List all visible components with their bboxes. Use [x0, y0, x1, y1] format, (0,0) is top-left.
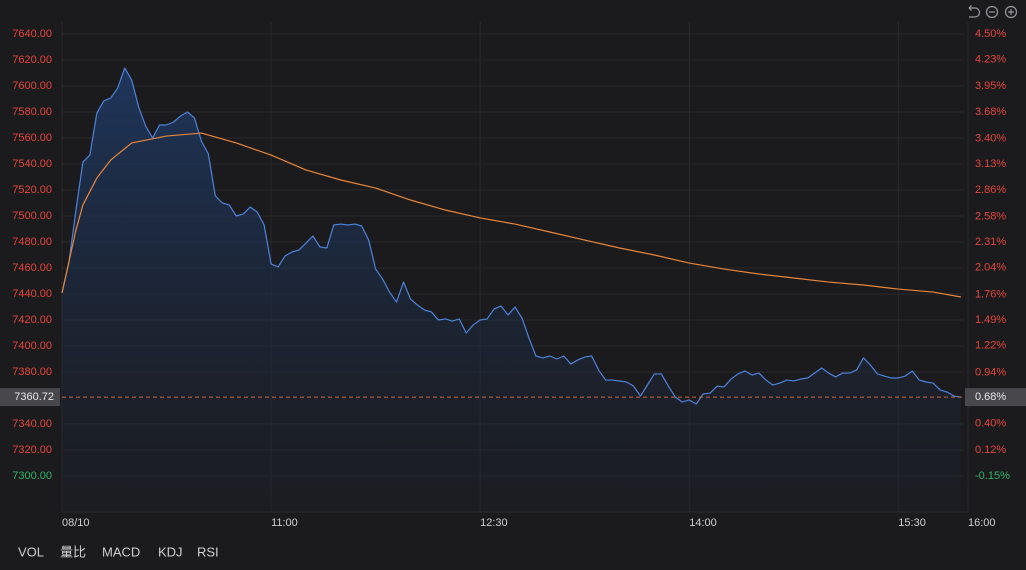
zoom-in-button[interactable]: [1004, 5, 1018, 19]
y2-tick-label: 2.58%: [975, 210, 1006, 222]
last-change-box: [965, 388, 1026, 407]
reset-button[interactable]: [968, 5, 981, 18]
zoom-controls: [968, 5, 1018, 19]
y-tick-label: 7480.00: [12, 236, 52, 248]
y-tick-label: 7580.00: [12, 106, 52, 118]
y2-tick-label: 3.40%: [975, 132, 1006, 144]
y-tick-label: 7460.00: [12, 262, 52, 274]
y-tick-label: 7620.00: [12, 54, 52, 66]
y2-tick-label: 1.76%: [975, 288, 1006, 300]
y-tick-label: 7500.00: [12, 210, 52, 222]
x-tick-label: 12:30: [480, 517, 508, 529]
x-tick-label: 08/10: [62, 517, 90, 529]
y-tick-label: 7320.00: [12, 444, 52, 456]
y-tick-label: 7640.00: [12, 28, 52, 40]
y2-tick-label: 3.13%: [975, 158, 1006, 170]
y-tick-label: 7520.00: [12, 184, 52, 196]
y2-tick-label: 0.12%: [975, 444, 1006, 456]
price-area: [62, 68, 962, 512]
x-tick-label: 16:00: [968, 517, 996, 529]
y2-tick-label: 2.31%: [975, 236, 1006, 248]
y2-tick-label: 4.50%: [975, 28, 1006, 40]
y2-tick-label: 1.22%: [975, 340, 1006, 352]
y-tick-label: 7440.00: [12, 288, 52, 300]
tab-kdj[interactable]: KDJ: [158, 544, 183, 559]
y2-tick-label: 0.40%: [975, 418, 1006, 430]
tab-macd[interactable]: MACD: [102, 544, 140, 559]
y2-tick-label: 3.95%: [975, 80, 1006, 92]
y2-tick-label: 2.04%: [975, 262, 1006, 274]
y2-tick-label: 2.86%: [975, 184, 1006, 196]
y-tick-label: 7300.00: [12, 470, 52, 482]
price-line: [61, 67, 962, 405]
indicator-tabs: VOL 量比 MACD KDJ RSI: [18, 544, 219, 559]
y-tick-label: 7400.00: [12, 340, 52, 352]
last-price-label: 7360.72: [14, 391, 54, 403]
y2-tick-label: 0.94%: [975, 366, 1006, 378]
y-tick-label: 7420.00: [12, 314, 52, 326]
last-price-box: [0, 388, 60, 407]
average-line: [61, 132, 962, 298]
zoom-out-button[interactable]: [985, 5, 999, 19]
y-tick-label: 7380.00: [12, 366, 52, 378]
x-tick-label: 15:30: [898, 517, 926, 529]
tab-rsi[interactable]: RSI: [197, 544, 219, 559]
y-tick-label: 7600.00: [12, 80, 52, 92]
y2-tick-label: 1.49%: [975, 314, 1006, 326]
y-tick-label: 7340.00: [12, 418, 52, 430]
y-tick-label: 7560.00: [12, 132, 52, 144]
tab-vol[interactable]: VOL: [18, 544, 44, 559]
last-change-label: 0.68%: [975, 391, 1006, 403]
tab-volume-ratio[interactable]: 量比: [60, 544, 86, 559]
y2-tick-label: 3.68%: [975, 106, 1006, 118]
y2-tick-label: -0.15%: [975, 470, 1010, 482]
x-tick-label: 11:00: [271, 517, 298, 529]
y-tick-label: 7540.00: [12, 158, 52, 170]
x-tick-label: 14:00: [689, 517, 717, 529]
y2-tick-label: 4.23%: [975, 54, 1006, 66]
